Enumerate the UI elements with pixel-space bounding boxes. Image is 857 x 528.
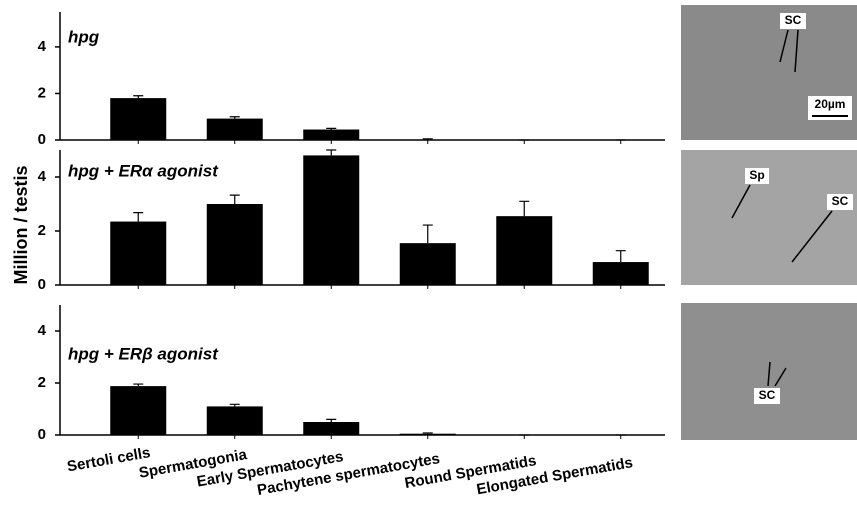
error-bar — [326, 418, 337, 422]
bar — [399, 433, 456, 435]
error-bar — [229, 194, 240, 204]
bar — [592, 262, 649, 285]
bar — [303, 129, 360, 140]
y-tick-label: 2 — [38, 84, 46, 101]
y-axis-label: Million / testis — [11, 165, 31, 284]
error-bar — [422, 432, 433, 434]
error-bar — [133, 95, 144, 99]
label-box — [745, 168, 769, 184]
arrow — [731, 184, 751, 219]
y-tick-label: 4 — [38, 322, 47, 339]
bar — [206, 406, 263, 435]
panel-title: hpg — [68, 27, 100, 46]
bar — [206, 118, 263, 140]
bar — [206, 204, 263, 285]
panel-title: hpg + ERα agonist — [68, 161, 219, 180]
label-box — [754, 388, 780, 404]
micrograph-label: Sp — [749, 168, 764, 182]
micrograph-label: SC — [832, 194, 849, 208]
scale-label: 20µm — [815, 97, 846, 111]
y-tick-label: 0 — [38, 276, 46, 293]
bar — [496, 216, 553, 285]
micrograph-label: SC — [785, 13, 802, 27]
arrow — [774, 367, 787, 387]
error-bar — [615, 250, 626, 263]
error-bar — [326, 149, 337, 156]
micrograph-label: SC — [759, 388, 776, 402]
arrow — [791, 210, 833, 263]
arrow — [767, 361, 771, 387]
error-bar — [229, 403, 240, 407]
error-bar — [519, 200, 530, 217]
panel-title: hpg + ERβ agonist — [68, 344, 219, 363]
bar — [110, 386, 167, 435]
arrow — [794, 29, 799, 73]
label-box — [780, 13, 806, 29]
bar — [303, 422, 360, 435]
error-bar — [229, 116, 240, 119]
bar — [110, 98, 167, 140]
bar — [303, 155, 360, 285]
error-bar — [133, 212, 144, 222]
arrow — [779, 29, 789, 63]
y-tick-label: 2 — [38, 222, 46, 239]
y-tick-label: 0 — [38, 426, 46, 443]
error-bar — [422, 138, 433, 140]
y-tick-label: 2 — [38, 374, 46, 391]
error-bar — [326, 127, 337, 130]
y-tick-label: 0 — [38, 131, 46, 148]
error-bar — [133, 383, 144, 387]
y-tick-label: 4 — [38, 38, 47, 55]
label-box — [827, 194, 853, 210]
y-tick-label: 4 — [38, 168, 47, 185]
error-bar — [422, 224, 433, 244]
bar — [399, 243, 456, 285]
bar — [110, 221, 167, 285]
